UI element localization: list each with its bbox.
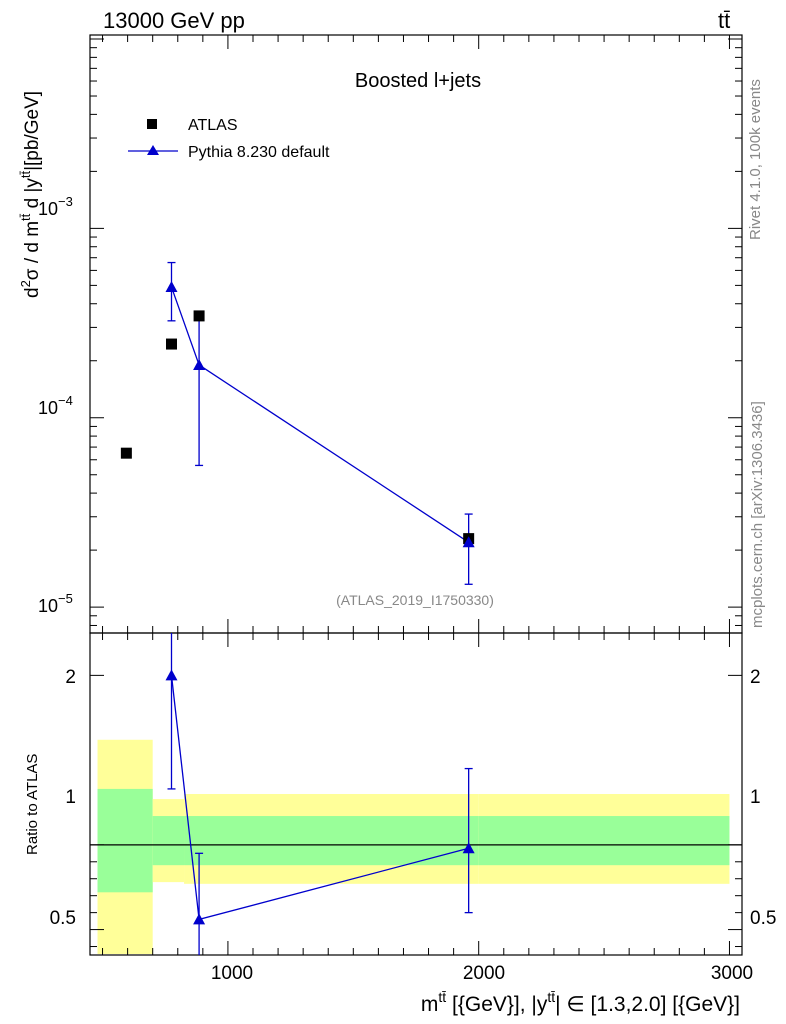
legend-atlas-marker: [147, 119, 157, 129]
ratio-panel-frame: [89, 632, 743, 956]
y-tick-label-1e-3: 10−3: [38, 194, 73, 219]
legend-pythia-marker: [147, 145, 159, 155]
ratio-point-1: [193, 913, 206, 925]
atlas-point-0: [120, 447, 132, 459]
axis-ticks: [90, 35, 742, 955]
chart-title: Boosted l+jets: [355, 70, 481, 92]
ratio-tick-label-2-right: 2: [750, 667, 761, 688]
ratio-y-axis-label: Ratio to ATLAS: [24, 754, 41, 855]
x-tick-label-3000: 3000: [711, 963, 753, 984]
header-energy-label: 13000 GeV pp: [103, 8, 245, 33]
atlas-point-1: [166, 338, 177, 350]
ratio-point-0: [165, 669, 178, 681]
data-marks: [120, 261, 475, 955]
ratio-point-2: [462, 842, 475, 854]
ratio-band-green-0: [97, 788, 153, 893]
ratio-tick-label-1-right: 1: [750, 787, 761, 808]
header-process-label: tt̄: [718, 8, 730, 33]
ratio-band-green-1: [152, 816, 185, 866]
ratio-uncertainty-bands: [90, 739, 742, 954]
rivet-version-label: Rivet 4.1.0, 100k events: [747, 79, 764, 240]
x-tick-label-1000: 1000: [211, 963, 253, 984]
ratio-band-green-2: [184, 816, 479, 866]
y-tick-label-1e-4: 10−4: [38, 393, 73, 418]
x-axis-label: mtt̄ [{GeV}], |ytt̄| ∈ [1.3,2.0] [{GeV}]: [421, 989, 740, 1016]
legend-atlas-label: ATLAS: [188, 117, 238, 134]
ratio-tick-label-05-right: 0.5: [750, 908, 776, 929]
mc-point-2: [462, 536, 475, 548]
x-tick-label-2000: 2000: [463, 963, 505, 984]
ratio-tick-label-05-left: 0.5: [50, 908, 76, 929]
analysis-tag: (ATLAS_2019_I1750330): [336, 592, 494, 608]
y-tick-label-1e-5: 10−5: [38, 591, 73, 616]
mcplots-label: mcplots.cern.ch [arXiv:1306.3436]: [749, 401, 766, 628]
mc-point-0: [165, 281, 178, 293]
legend-pythia-label: Pythia 8.230 default: [188, 144, 330, 161]
ratio-band-green-3: [478, 816, 730, 866]
ratio-tick-label-2-left: 2: [65, 667, 76, 688]
ratio-tick-label-1-left: 1: [65, 787, 76, 808]
mc-series-line: [170, 286, 470, 543]
main-y-axis-label: d2σ / d mtt̄ d |ytt̄|[pb/GeV]: [18, 91, 43, 298]
atlas-point-2: [193, 310, 205, 322]
mc-point-1: [193, 358, 206, 370]
